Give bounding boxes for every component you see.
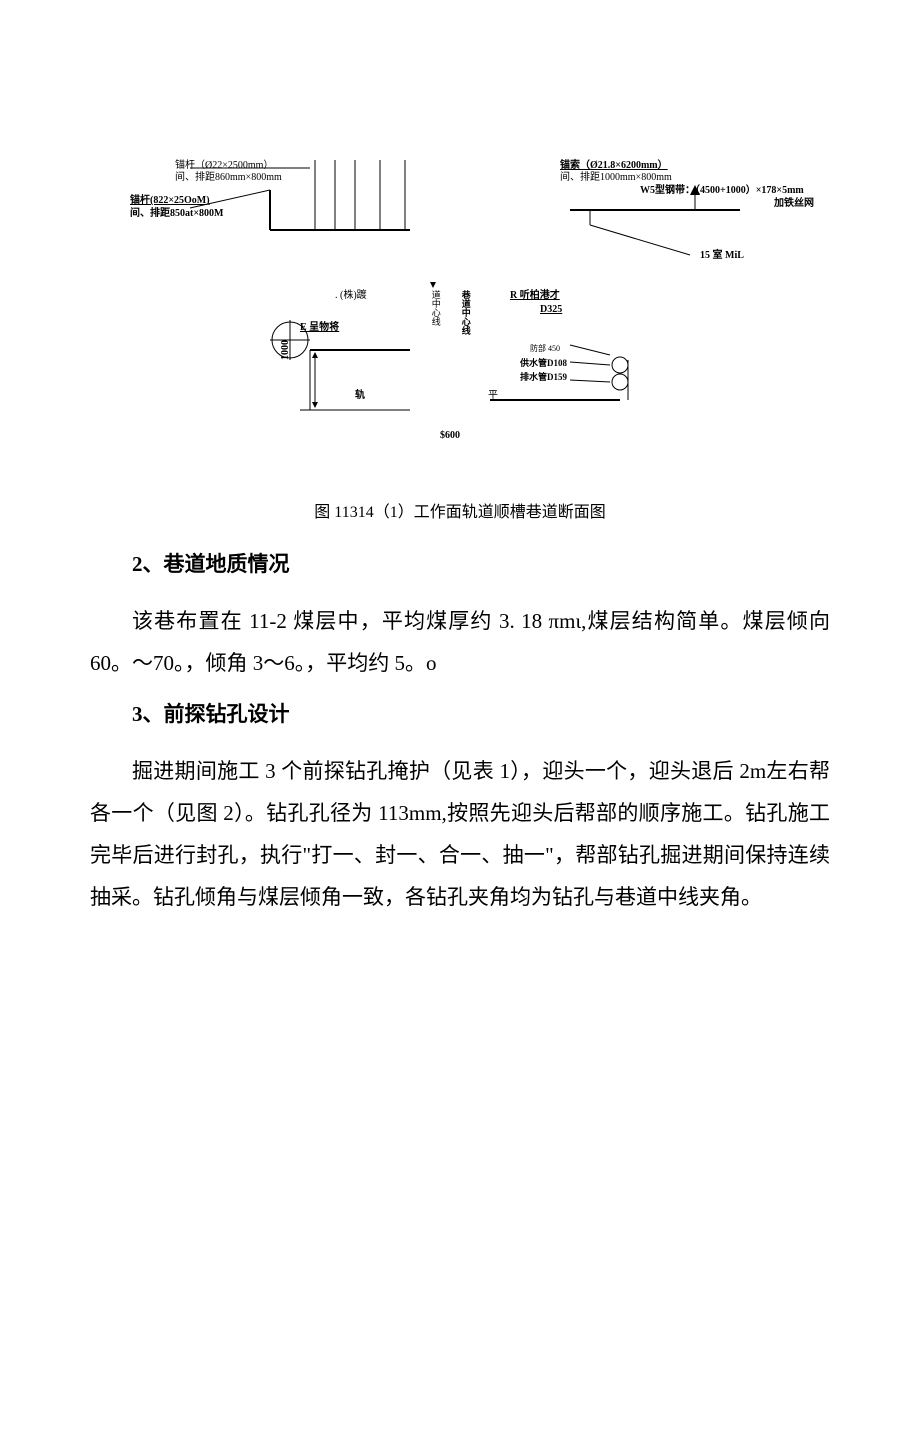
label-spacing-2: 间、排距850at×800M (130, 208, 223, 220)
paragraph-s3-p1: 掘进期间施工 3 个前探钻孔掩护（见表 1），迎头一个，迎头退后 2m左右帮各一… (90, 750, 830, 918)
label-anchor-rod-2: 锚杆(822×25OoM) (130, 195, 210, 207)
label-r-pipe: R 听柏港才 (510, 290, 560, 302)
label-anchor-cable: 锚索（Ø21.8×6200mm） (560, 160, 668, 172)
label-ewujiang: E 呈物将 (300, 322, 339, 333)
label-lane-center: 巷道中心线 (460, 290, 471, 335)
label-spacing-3: 间、排距1000mm×800mm (560, 172, 672, 184)
label-steel-belt: W5型钢带：（4500+1000）×178×5mm (640, 185, 804, 197)
label-road-center: 道中心线 (430, 290, 441, 326)
label-zhu: . (株)踱 (335, 290, 367, 302)
figure-caption: 图 11314（1）工作面轨道顺槽巷道断面图 (0, 498, 920, 522)
label-600: $600 (440, 430, 460, 442)
diagram-mid-right-svg (480, 300, 680, 420)
label-ping: 平 (488, 390, 498, 402)
heading-section-3: 3、前探钻孔设计 (90, 696, 830, 734)
diagram-center-arrow (425, 280, 475, 290)
label-spacing-1: 间、排距860mm×800mm (175, 172, 282, 184)
label-rail: 轨 (355, 390, 365, 402)
cross-section-diagram: 锚杆（Ø22×2500mm） 间、排距860mm×800mm 锚杆(822×25… (0, 130, 920, 490)
label-drain: 排水管D159 (520, 372, 567, 383)
diagram-mid-left-svg (250, 300, 430, 420)
label-1000: 1000 (280, 340, 292, 360)
heading-section-2: 2、巷道地质情况 (90, 546, 830, 584)
document-content: 2、巷道地质情况 该巷布置在 11-2 煤层中，平均煤厚约 3. 18 πmι,… (0, 546, 920, 918)
label-wire-mesh: 加铁丝网 (774, 198, 814, 210)
label-anchor-rod-1: 锚杆（Ø22×2500mm） (175, 160, 273, 172)
label-water-supply: 供水管D108 (520, 358, 567, 369)
label-fangbu: 防部 450 (530, 344, 560, 354)
label-15room: 15 室 MiL (700, 250, 744, 262)
label-d325: D325 (540, 304, 562, 315)
paragraph-s2-p1: 该巷布置在 11-2 煤层中，平均煤厚约 3. 18 πmι,煤层结构简单。煤层… (90, 600, 830, 684)
